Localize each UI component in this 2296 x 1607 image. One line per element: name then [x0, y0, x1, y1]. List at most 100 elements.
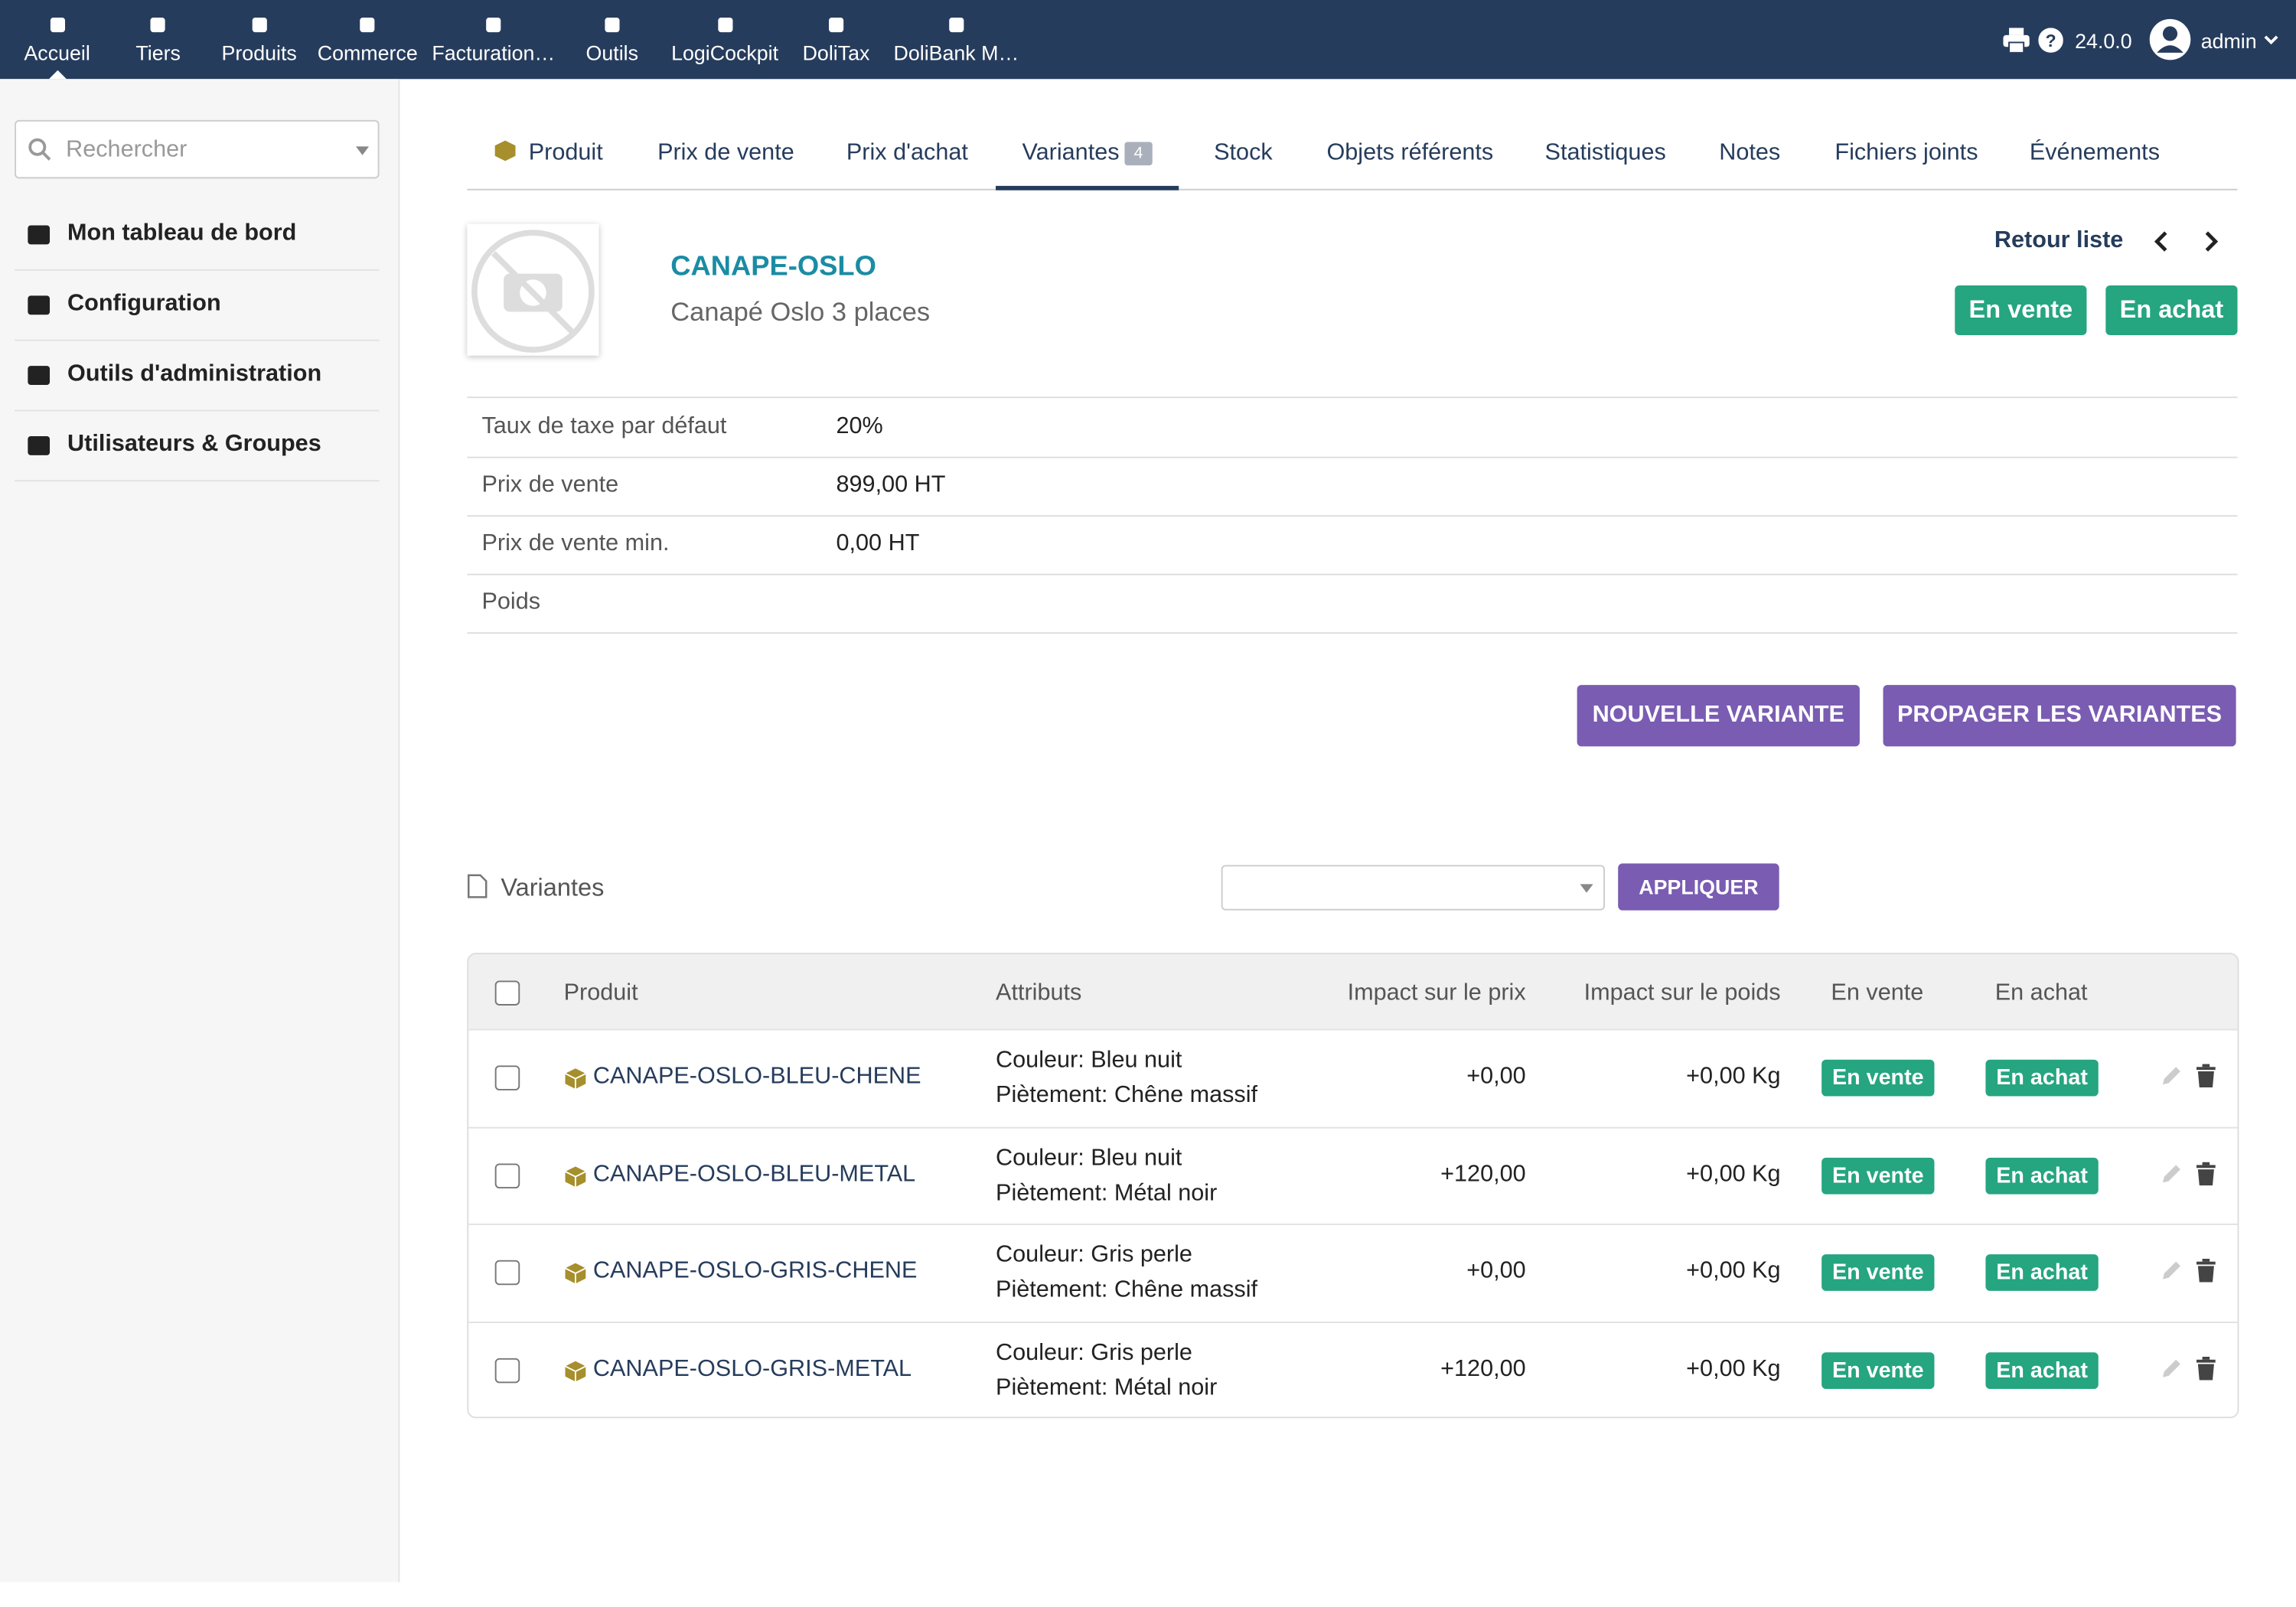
- tab[interactable]: Stock: [1214, 123, 1273, 191]
- sidebar-item[interactable]: Outils d'administration: [15, 341, 380, 412]
- attribute: Couleur: Gris perle: [996, 1242, 1192, 1268]
- tab[interactable]: Notes: [1719, 123, 1780, 191]
- divider: [467, 396, 2238, 399]
- variant-ref[interactable]: CANAPE-OSLO-GRIS-CHENE: [592, 1258, 918, 1284]
- variant-ref[interactable]: CANAPE-OSLO-BLEU-CHENE: [592, 1064, 921, 1089]
- row-checkbox[interactable]: [494, 1357, 520, 1383]
- field-row: Taux de taxe par défaut 20%: [467, 398, 2238, 458]
- edit-icon[interactable]: [2160, 1163, 2182, 1192]
- status-sell: En vente: [1955, 285, 2087, 335]
- status-buy: En achat: [1985, 1059, 2099, 1097]
- field-value: 20%: [836, 414, 883, 439]
- apply-button[interactable]: APPLIQUER: [1618, 863, 1779, 911]
- menu-item[interactable]: LogiCockpit: [671, 0, 778, 79]
- sidebar-item[interactable]: Mon tableau de bord: [15, 200, 380, 271]
- attribute: Piètement: Métal noir: [996, 1374, 1218, 1400]
- weight-impact: +0,00 Kg: [1686, 1258, 1781, 1284]
- caret: [2264, 35, 2278, 45]
- print-icon[interactable]: [2003, 28, 2030, 53]
- variant-ref[interactable]: CANAPE-OSLO-GRIS-METAL: [592, 1356, 912, 1381]
- product-icon: [564, 1359, 588, 1390]
- tab[interactable]: Produit: [494, 123, 603, 191]
- field-row: Poids: [467, 574, 2238, 634]
- status-buy: En achat: [1985, 1254, 2099, 1291]
- edit-icon[interactable]: [2160, 1358, 2182, 1387]
- product-icon: [564, 1067, 588, 1097]
- price-impact: +120,00: [1440, 1356, 1526, 1381]
- table-header: [468, 954, 2238, 1029]
- prev-next[interactable]: [2153, 230, 2226, 253]
- top-bar: ? 24.0.0 admin Accueil Tiers Produits Comme…: [0, 0, 2296, 80]
- menu-item[interactable]: Facturation…: [432, 0, 555, 79]
- active-marker: [48, 61, 67, 80]
- row-checkbox[interactable]: [494, 1162, 520, 1188]
- menu-item[interactable]: DoliTax: [802, 0, 870, 79]
- search-box[interactable]: Rechercher: [15, 119, 380, 179]
- menu-item[interactable]: Outils: [586, 0, 638, 79]
- tab[interactable]: Prix d'achat: [846, 123, 968, 191]
- weight-impact: +0,00 Kg: [1686, 1356, 1781, 1381]
- caret: [355, 146, 370, 155]
- action-button[interactable]: NOUVELLE VARIANTE: [1577, 685, 1860, 747]
- row-checkbox[interactable]: [494, 1065, 520, 1090]
- row-checkbox[interactable]: [494, 1260, 520, 1286]
- attribute: Piètement: Chêne massif: [996, 1277, 1258, 1303]
- sidebar-item[interactable]: Utilisateurs & Groupes: [15, 411, 380, 482]
- menu-label: Tiers: [135, 41, 181, 65]
- field-value: 0,00 HT: [836, 531, 920, 556]
- menu-label: Accueil: [24, 41, 90, 65]
- menu-label: Facturation…: [432, 41, 556, 65]
- sidebar-label: Utilisateurs & Groupes: [67, 432, 321, 457]
- status-sell: En vente: [1821, 1059, 1935, 1097]
- menu-label: DoliBank M…: [893, 41, 1019, 65]
- status-sell: En vente: [1821, 1351, 1935, 1389]
- user-avatar[interactable]: [2148, 18, 2192, 61]
- menu-item[interactable]: Produits: [222, 0, 297, 79]
- sidebar-label: Configuration: [67, 291, 221, 317]
- tab-label: Statistiques: [1544, 140, 1666, 166]
- edit-icon[interactable]: [2160, 1065, 2182, 1094]
- field-row: Prix de vente min. 0,00 HT: [467, 515, 2238, 575]
- menu-item[interactable]: DoliBank M…: [894, 0, 1019, 79]
- tab-label: Produit: [528, 140, 603, 166]
- delete-icon[interactable]: [2196, 1161, 2216, 1192]
- tab[interactable]: Objets référents: [1326, 123, 1493, 191]
- sidebar-label: Outils d'administration: [67, 361, 322, 386]
- back-link[interactable]: Retour liste: [1994, 228, 2124, 253]
- tab[interactable]: Variantes 4: [996, 123, 1179, 191]
- tabs-line: [467, 188, 2238, 191]
- column-header: En achat: [1994, 980, 2088, 1006]
- delete-icon[interactable]: [2196, 1356, 2216, 1387]
- delete-icon[interactable]: [2196, 1064, 2216, 1094]
- mass-action-select[interactable]: [1221, 865, 1605, 911]
- attribute: Piètement: Métal noir: [996, 1180, 1218, 1206]
- search-icon: [28, 138, 51, 161]
- delete-icon[interactable]: [2196, 1258, 2216, 1289]
- menu-item[interactable]: Commerce: [318, 0, 418, 79]
- tab[interactable]: Fichiers joints: [1835, 123, 1978, 191]
- menu-item[interactable]: Tiers: [135, 0, 181, 79]
- tab[interactable]: Statistiques: [1545, 123, 1666, 191]
- user-name[interactable]: admin: [2200, 29, 2257, 53]
- svg-text:?: ?: [2046, 31, 2056, 51]
- sidebar-item[interactable]: Configuration: [15, 271, 380, 341]
- action-button[interactable]: PROPAGER LES VARIANTES: [1883, 685, 2236, 747]
- price-impact: +120,00: [1440, 1161, 1526, 1187]
- help-icon[interactable]: ?: [2038, 28, 2063, 53]
- menu-label: DoliTax: [802, 41, 870, 65]
- sidebar: [0, 79, 400, 1583]
- tab[interactable]: Prix de vente: [657, 123, 794, 191]
- variant-ref[interactable]: CANAPE-OSLO-BLEU-METAL: [592, 1161, 916, 1187]
- version: 24.0.0: [2075, 29, 2132, 53]
- column-header: Impact sur le poids: [1583, 980, 1781, 1006]
- variant-row: CANAPE-OSLO-GRIS-METAL Couleur: Gris perl…: [468, 1321, 2238, 1416]
- tab[interactable]: Événements: [2030, 123, 2160, 191]
- select-all[interactable]: [494, 980, 520, 1006]
- edit-icon[interactable]: [2160, 1260, 2182, 1289]
- status-sell: En vente: [1821, 1254, 1935, 1291]
- menu-item[interactable]: Accueil: [24, 0, 90, 80]
- product-photo: [467, 223, 599, 356]
- tab-label: Fichiers joints: [1835, 140, 1978, 166]
- menu-label: Commerce: [317, 41, 418, 65]
